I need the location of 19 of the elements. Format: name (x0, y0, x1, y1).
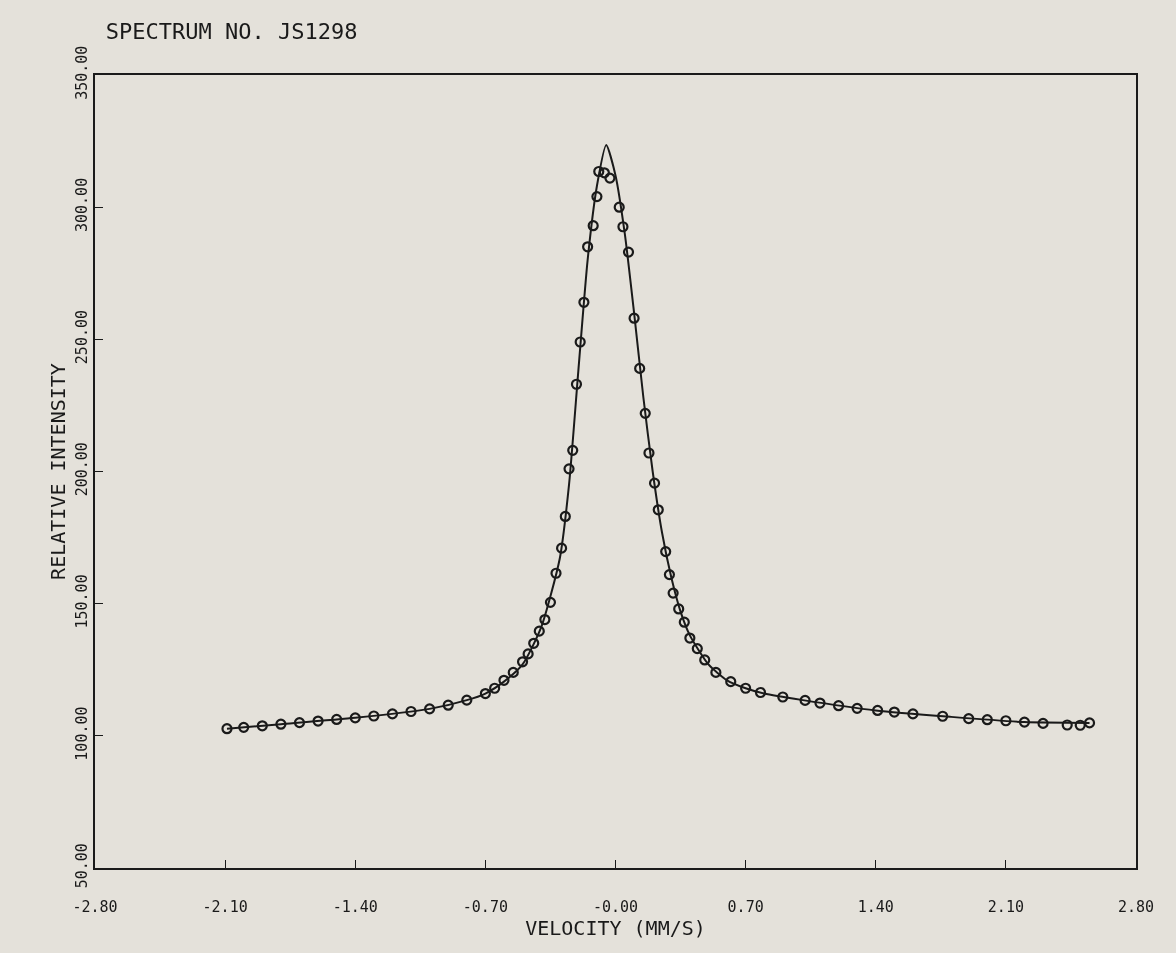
x-tick-label: -2.80 (72, 897, 118, 916)
x-tick-label: 1.40 (857, 897, 894, 916)
x-axis-title: VELOCITY (MM/S) (525, 915, 706, 940)
x-tick-label: -2.10 (202, 897, 248, 916)
y-tick-label: 300.00 (73, 177, 92, 233)
x-tick-label: 0.70 (727, 897, 764, 916)
x-tick-label: -1.40 (332, 897, 378, 916)
x-tick-label: -0.70 (462, 897, 508, 916)
x-tick-label: 2.10 (987, 897, 1024, 916)
chart-title: SPECTRUM NO. JS1298 (105, 19, 358, 45)
x-tick-label: 2.80 (1117, 897, 1155, 916)
y-tick-label: 350.00 (73, 45, 92, 100)
y-tick-label: 150.00 (73, 574, 92, 629)
y-tick-label: 250.00 (73, 309, 92, 365)
y-tick-label: 50.00 (73, 843, 92, 889)
y-tick-label: 100.00 (73, 706, 92, 761)
y-axis-title: RELATIVE INTENSITY (46, 363, 71, 580)
y-tick-label: 200.00 (73, 442, 92, 497)
x-tick-label: -0.00 (592, 897, 639, 916)
